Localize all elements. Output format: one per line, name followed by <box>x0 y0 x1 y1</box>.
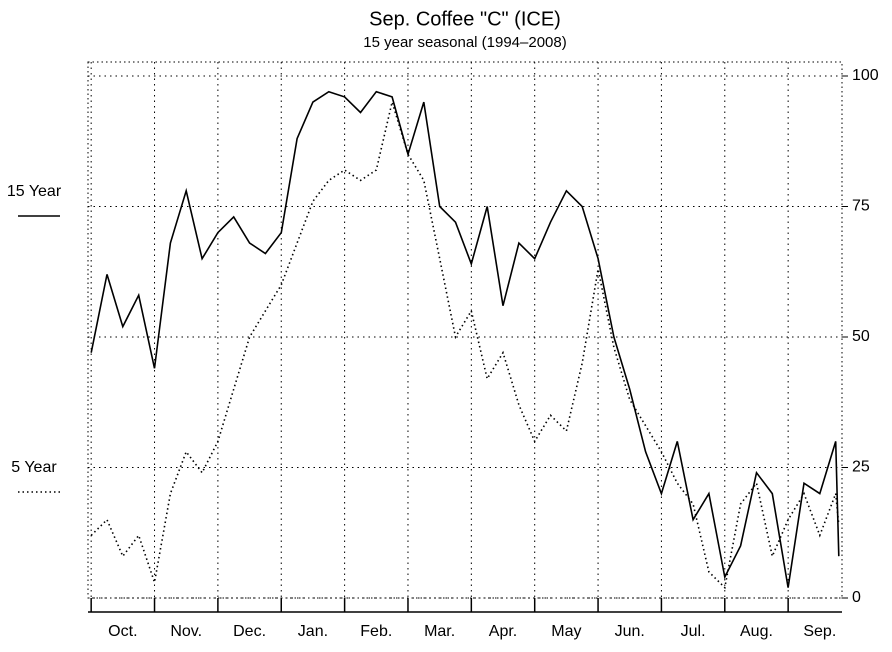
x-tick-label: May <box>551 623 581 640</box>
y-tick-label: 75 <box>852 198 870 215</box>
x-tick-label: Jun. <box>615 623 645 640</box>
x-tick-label: Apr. <box>489 623 517 640</box>
y-tick-label: 0 <box>852 589 861 606</box>
legend-label: 15 Year <box>7 183 62 200</box>
x-tick-label: Jan. <box>298 623 328 640</box>
series-line <box>90 90 840 588</box>
x-tick-label: Dec. <box>233 623 266 640</box>
x-tick-label: Feb. <box>360 623 392 640</box>
chart-subtitle: 15 year seasonal (1994–2008) <box>363 34 566 51</box>
y-tick-label: 50 <box>852 328 870 345</box>
x-tick-label: Jul. <box>681 623 706 640</box>
plot-frame <box>87 61 843 599</box>
y-tick-label: 25 <box>852 459 870 476</box>
x-tick-label: Aug. <box>740 623 773 640</box>
chart-title: Sep. Coffee "C" (ICE) <box>369 8 561 30</box>
x-tick-label: Sep. <box>803 623 836 640</box>
legend-label: 5 Year <box>11 459 57 476</box>
series-line <box>90 99 840 590</box>
x-tick-label: Oct. <box>108 623 137 640</box>
x-tick-label: Nov. <box>170 623 202 640</box>
y-tick-label: 100 <box>852 67 879 84</box>
x-tick-label: Mar. <box>424 623 455 640</box>
